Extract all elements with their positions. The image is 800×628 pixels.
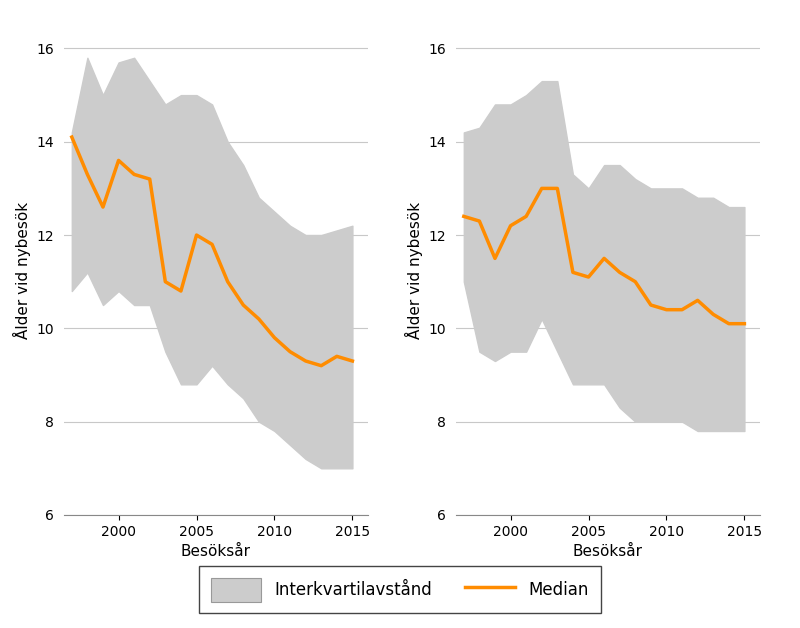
Y-axis label: Ålder vid nybesök: Ålder vid nybesök [405,202,423,338]
Y-axis label: Ålder vid nybesök: Ålder vid nybesök [13,202,31,338]
Legend: Interkvartilavstånd, Median: Interkvartilavstånd, Median [199,566,601,614]
X-axis label: Besöksår: Besöksår [181,544,251,560]
X-axis label: Besöksår: Besöksår [573,544,643,560]
